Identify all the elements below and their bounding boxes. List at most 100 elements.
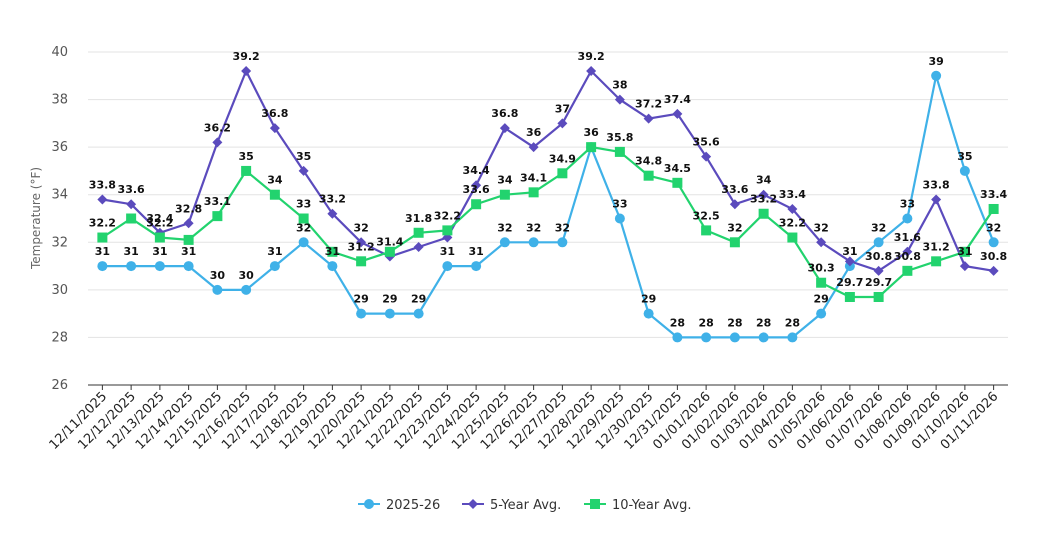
- data-label: 29.7: [836, 276, 863, 289]
- data-label: 31.2: [348, 240, 375, 253]
- point: [557, 168, 568, 179]
- data-label: 32.2: [146, 217, 173, 230]
- point: [442, 261, 453, 272]
- point: [126, 261, 137, 272]
- point: [959, 261, 970, 272]
- point: [212, 284, 223, 295]
- point: [557, 118, 568, 129]
- point: [729, 332, 740, 343]
- data-label: 32: [986, 221, 1001, 234]
- y-axis: 26 28 30 32 34 36 38 40: [51, 45, 68, 393]
- point: [413, 308, 424, 319]
- point: [902, 265, 913, 276]
- point: [701, 332, 712, 343]
- point: [97, 194, 108, 205]
- point: [528, 142, 539, 153]
- point: [758, 332, 769, 343]
- point: [586, 142, 597, 153]
- point: [988, 237, 999, 248]
- point: [758, 208, 769, 219]
- data-label: 32.2: [434, 209, 461, 222]
- point: [212, 211, 223, 222]
- data-label: 34.8: [635, 155, 662, 168]
- point: [672, 108, 683, 119]
- point: [499, 123, 510, 134]
- data-label: 31: [842, 245, 857, 258]
- data-label: 28: [698, 316, 713, 329]
- point: [959, 165, 970, 176]
- data-label: 33.2: [750, 193, 777, 206]
- data-label: 34.4: [463, 164, 490, 177]
- legend[interactable]: 2025-26 5-Year Avg. 10-Year Avg.: [358, 498, 692, 513]
- point: [384, 308, 395, 319]
- point: [471, 180, 482, 191]
- data-label: 28: [756, 316, 771, 329]
- y-tick-label: 38: [51, 93, 68, 108]
- point: [701, 225, 712, 236]
- legend-label: 2025-26: [386, 498, 440, 513]
- data-label: 33.8: [89, 178, 116, 191]
- point: [959, 246, 970, 257]
- data-label: 31: [152, 245, 167, 258]
- data-label: 31: [957, 245, 972, 258]
- data-labels: 3133.832.23133.63132.432.23132.83036.233…: [89, 50, 1008, 329]
- point: [413, 242, 424, 253]
- point: [873, 265, 884, 276]
- data-label: 30.8: [865, 250, 892, 263]
- series-group: [97, 66, 999, 343]
- point: [787, 332, 798, 343]
- point: [183, 261, 194, 272]
- point: [758, 189, 769, 200]
- data-label: 34.5: [664, 162, 691, 175]
- data-label: 32.8: [175, 202, 202, 215]
- point: [241, 165, 252, 176]
- data-label: 36.8: [261, 107, 288, 120]
- point: [327, 246, 338, 257]
- point: [97, 261, 108, 272]
- point: [298, 213, 309, 224]
- point: [672, 177, 683, 188]
- y-tick-label: 28: [51, 330, 68, 345]
- y-axis-label: Temperature (°F): [29, 167, 43, 270]
- point: [643, 170, 654, 181]
- data-label: 34.1: [520, 171, 547, 184]
- point: [327, 208, 338, 219]
- point: [528, 187, 539, 198]
- point: [816, 237, 827, 248]
- data-label: 36: [526, 126, 542, 139]
- point: [816, 277, 827, 288]
- point: [212, 137, 223, 148]
- point: [931, 256, 942, 267]
- data-label: 31: [267, 245, 282, 258]
- data-label: 29.7: [865, 276, 892, 289]
- data-label: 29: [641, 293, 656, 306]
- data-label: 33: [900, 198, 915, 211]
- point: [356, 237, 367, 248]
- data-label: 31: [468, 245, 483, 258]
- y-tick-label: 36: [51, 140, 68, 155]
- point: [873, 291, 884, 302]
- series-line-2: [101, 145, 995, 299]
- data-label: 29: [382, 293, 397, 306]
- data-label: 37.4: [664, 93, 691, 106]
- point: [471, 261, 482, 272]
- point: [614, 94, 625, 105]
- point: [729, 237, 740, 248]
- legend-marker: [590, 499, 600, 509]
- point: [356, 308, 367, 319]
- data-label: 35: [296, 150, 311, 163]
- data-label: 37.2: [635, 98, 662, 111]
- grid: [88, 51, 1008, 386]
- point: [729, 199, 740, 210]
- data-label: 28: [727, 316, 742, 329]
- data-label: 32: [727, 221, 742, 234]
- data-label: 33: [612, 198, 627, 211]
- data-label: 30.3: [808, 262, 835, 275]
- legend-label: 5-Year Avg.: [490, 498, 561, 513]
- data-label: 35.8: [606, 131, 633, 144]
- data-label: 38: [612, 79, 627, 92]
- data-label: 33.8: [923, 178, 950, 191]
- data-label: 37: [555, 102, 570, 115]
- data-label: 35.6: [693, 136, 720, 149]
